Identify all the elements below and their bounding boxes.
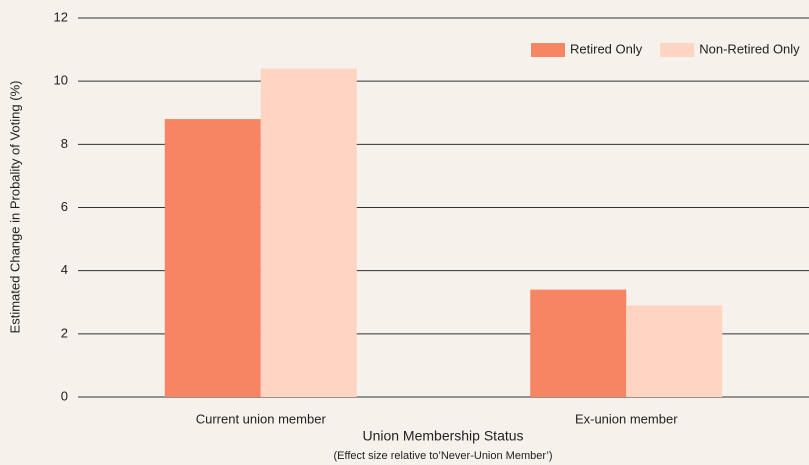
- legend-swatch: [660, 43, 695, 57]
- y-axis-title: Estimated Change in Probality of Voting …: [7, 81, 22, 334]
- y-tick-label: 4: [61, 262, 68, 277]
- y-tick-label: 6: [61, 199, 68, 214]
- bar: [260, 68, 357, 398]
- y-tick-label: 12: [54, 9, 68, 24]
- x-tick-label: Ex-union member: [575, 411, 678, 426]
- x-tick-label: Current union member: [196, 411, 327, 426]
- y-tick-label: 8: [61, 136, 68, 151]
- legend-label: Non-Retired Only: [699, 41, 800, 56]
- x-axis-title: Union Membership Status: [362, 428, 523, 444]
- y-tick-label: 10: [54, 73, 68, 88]
- x-axis-subtitle: (Effect size relative to’Never-Union Mem…: [333, 450, 552, 462]
- legend-swatch: [531, 43, 565, 57]
- y-tick-label: 0: [61, 388, 68, 403]
- bar: [530, 289, 627, 397]
- bar: [626, 305, 723, 397]
- bar: [164, 119, 261, 398]
- y-tick-label: 2: [61, 325, 68, 340]
- legend-label: Retired Only: [570, 41, 643, 56]
